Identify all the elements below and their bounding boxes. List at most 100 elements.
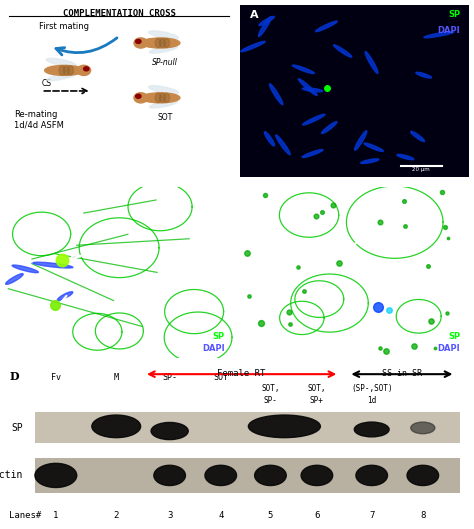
Text: SP-: SP- [162, 372, 177, 381]
Text: C: C [250, 191, 258, 202]
Text: CS: CS [41, 79, 51, 88]
Circle shape [136, 94, 141, 98]
Text: M: M [114, 372, 118, 381]
Ellipse shape [149, 101, 177, 108]
Ellipse shape [205, 466, 237, 486]
Text: B: B [14, 191, 22, 202]
Text: Lanes#: Lanes# [9, 511, 42, 520]
Circle shape [134, 38, 147, 48]
Ellipse shape [46, 58, 76, 67]
Text: SOT: SOT [157, 113, 173, 122]
Ellipse shape [361, 159, 379, 163]
Ellipse shape [259, 16, 274, 25]
Ellipse shape [301, 466, 333, 486]
Text: Actin: Actin [0, 470, 23, 480]
Text: 3: 3 [167, 511, 173, 520]
Text: Female RT: Female RT [218, 369, 266, 378]
Ellipse shape [410, 131, 425, 142]
Ellipse shape [35, 463, 77, 488]
Text: SP: SP [11, 423, 23, 433]
Text: SOT,: SOT, [308, 384, 326, 393]
Text: SP+: SP+ [310, 396, 324, 405]
Ellipse shape [365, 52, 378, 74]
Text: DAPI: DAPI [202, 344, 224, 353]
Text: (SP-,SOT): (SP-,SOT) [351, 384, 392, 393]
Ellipse shape [264, 132, 274, 146]
Ellipse shape [302, 88, 323, 92]
Text: D: D [9, 371, 19, 382]
Ellipse shape [258, 17, 271, 37]
Ellipse shape [276, 135, 290, 154]
Ellipse shape [45, 66, 84, 76]
Ellipse shape [355, 131, 367, 150]
Ellipse shape [67, 66, 73, 75]
Text: COMPLEMENTATION CROSS: COMPLEMENTATION CROSS [63, 8, 175, 17]
Ellipse shape [270, 84, 283, 105]
Text: SS in SR: SS in SR [382, 369, 422, 378]
Ellipse shape [334, 45, 352, 57]
Ellipse shape [159, 93, 165, 103]
Ellipse shape [416, 72, 431, 78]
Text: 8: 8 [420, 511, 426, 520]
Text: Re-mating
1d/4d ASFM: Re-mating 1d/4d ASFM [14, 110, 64, 129]
Ellipse shape [155, 39, 161, 48]
Ellipse shape [47, 73, 75, 80]
Ellipse shape [164, 39, 170, 48]
Text: SP-null: SP-null [152, 58, 178, 67]
Ellipse shape [148, 86, 178, 94]
Text: SP: SP [448, 11, 460, 20]
Text: 1: 1 [53, 511, 58, 520]
Ellipse shape [302, 150, 323, 158]
Ellipse shape [141, 93, 180, 103]
Ellipse shape [164, 93, 170, 103]
Ellipse shape [151, 423, 188, 440]
Ellipse shape [57, 291, 73, 300]
Ellipse shape [149, 46, 177, 53]
Ellipse shape [292, 65, 314, 74]
Ellipse shape [321, 122, 337, 134]
Circle shape [134, 93, 147, 103]
Text: SP: SP [448, 332, 460, 341]
Circle shape [77, 65, 91, 76]
Text: Fv: Fv [51, 372, 61, 381]
Bar [35, 412, 460, 443]
Ellipse shape [407, 466, 438, 486]
Ellipse shape [148, 31, 178, 39]
Text: First mating: First mating [39, 22, 89, 31]
Text: 6: 6 [314, 511, 319, 520]
Text: SP: SP [212, 332, 224, 341]
Ellipse shape [33, 262, 73, 268]
Ellipse shape [411, 422, 435, 434]
Text: 1d: 1d [367, 396, 376, 405]
Ellipse shape [154, 466, 185, 486]
Ellipse shape [356, 466, 388, 486]
Ellipse shape [63, 66, 69, 75]
Ellipse shape [59, 66, 65, 75]
Text: DAPI: DAPI [438, 344, 460, 353]
Text: DAPI: DAPI [438, 26, 460, 35]
Ellipse shape [155, 93, 161, 103]
Ellipse shape [424, 32, 454, 38]
Ellipse shape [354, 422, 389, 437]
Ellipse shape [241, 41, 265, 52]
Bar [35, 458, 460, 492]
Text: 5: 5 [268, 511, 273, 520]
Ellipse shape [302, 114, 325, 125]
Ellipse shape [316, 21, 337, 32]
Text: 20 μm: 20 μm [412, 167, 430, 171]
Ellipse shape [255, 466, 286, 486]
Ellipse shape [12, 265, 38, 273]
Circle shape [136, 40, 141, 43]
Ellipse shape [6, 273, 23, 285]
Text: SOT,: SOT, [261, 384, 280, 393]
Text: SOT: SOT [213, 372, 228, 381]
Ellipse shape [364, 143, 383, 151]
Text: A: A [250, 11, 258, 21]
Text: 2: 2 [114, 511, 119, 520]
Ellipse shape [397, 154, 414, 160]
Ellipse shape [92, 415, 141, 437]
Text: 4: 4 [218, 511, 223, 520]
Ellipse shape [248, 415, 320, 437]
Text: SP-: SP- [264, 396, 277, 405]
Ellipse shape [299, 79, 317, 96]
